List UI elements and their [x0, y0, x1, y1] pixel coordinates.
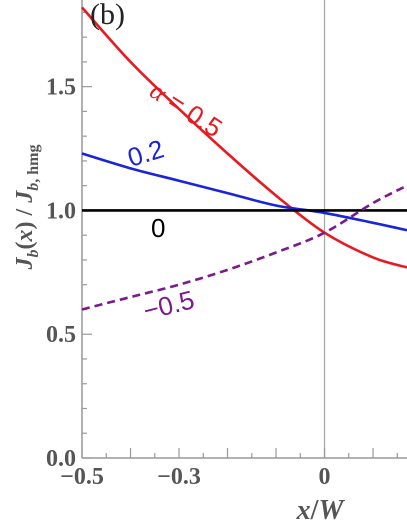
y-axis-title-sub-b: b: [25, 249, 42, 257]
series-line-0.2: [81, 152, 407, 232]
y-axis-title-x: x: [12, 229, 38, 242]
y-axis-title: Jb(x) / Jb, hmg: [12, 145, 42, 271]
series-label-0: 0: [151, 213, 165, 243]
chart-labels: (b) x/W Jb(x) / Jb, hmg: [12, 0, 345, 526]
x-tick-label: 0: [319, 464, 331, 490]
series-line-minus-0.5: [81, 184, 407, 311]
y-axis-title-sub-hmg: b: [25, 183, 42, 191]
x-axis-title-w: W: [318, 495, 345, 526]
series-layer: α = 0.50.20−0.5: [81, 6, 407, 326]
panel-label: (b): [90, 0, 125, 31]
x-tick-label: −0.5: [60, 464, 104, 490]
series-line-alpha-0.5: [81, 6, 407, 269]
series-label-alpha-value: = 0.5: [156, 82, 228, 143]
series-label-minus-0.5: −0.5: [140, 284, 197, 326]
y-axis-title-sub-hmg2: , hmg: [25, 145, 42, 183]
y-tick-label: 0.5: [46, 322, 76, 348]
y-axis-title-j: J: [12, 256, 38, 270]
plot-frame: [81, 0, 407, 459]
y-tick-label: 1.0: [46, 198, 76, 224]
y-axis-title-j2: J: [12, 190, 38, 204]
x-axis-title: x/W: [296, 495, 346, 526]
y-tick-label: 1.5: [46, 75, 76, 101]
y-axis-title-paren: (: [12, 241, 38, 249]
axis-ticks: 0.0 0.5 1.0 1.5 −0.5 −0.3 0: [46, 11, 398, 490]
y-tick-label: 0.0: [46, 446, 76, 472]
series-label-0.2: 0.2: [124, 133, 167, 172]
x-tick-label: −0.3: [157, 464, 201, 490]
x-axis-title-slash: /: [310, 495, 320, 526]
y-axis-title-paren-close: ) /: [12, 203, 38, 230]
x-axis-title-x: x: [296, 495, 311, 526]
